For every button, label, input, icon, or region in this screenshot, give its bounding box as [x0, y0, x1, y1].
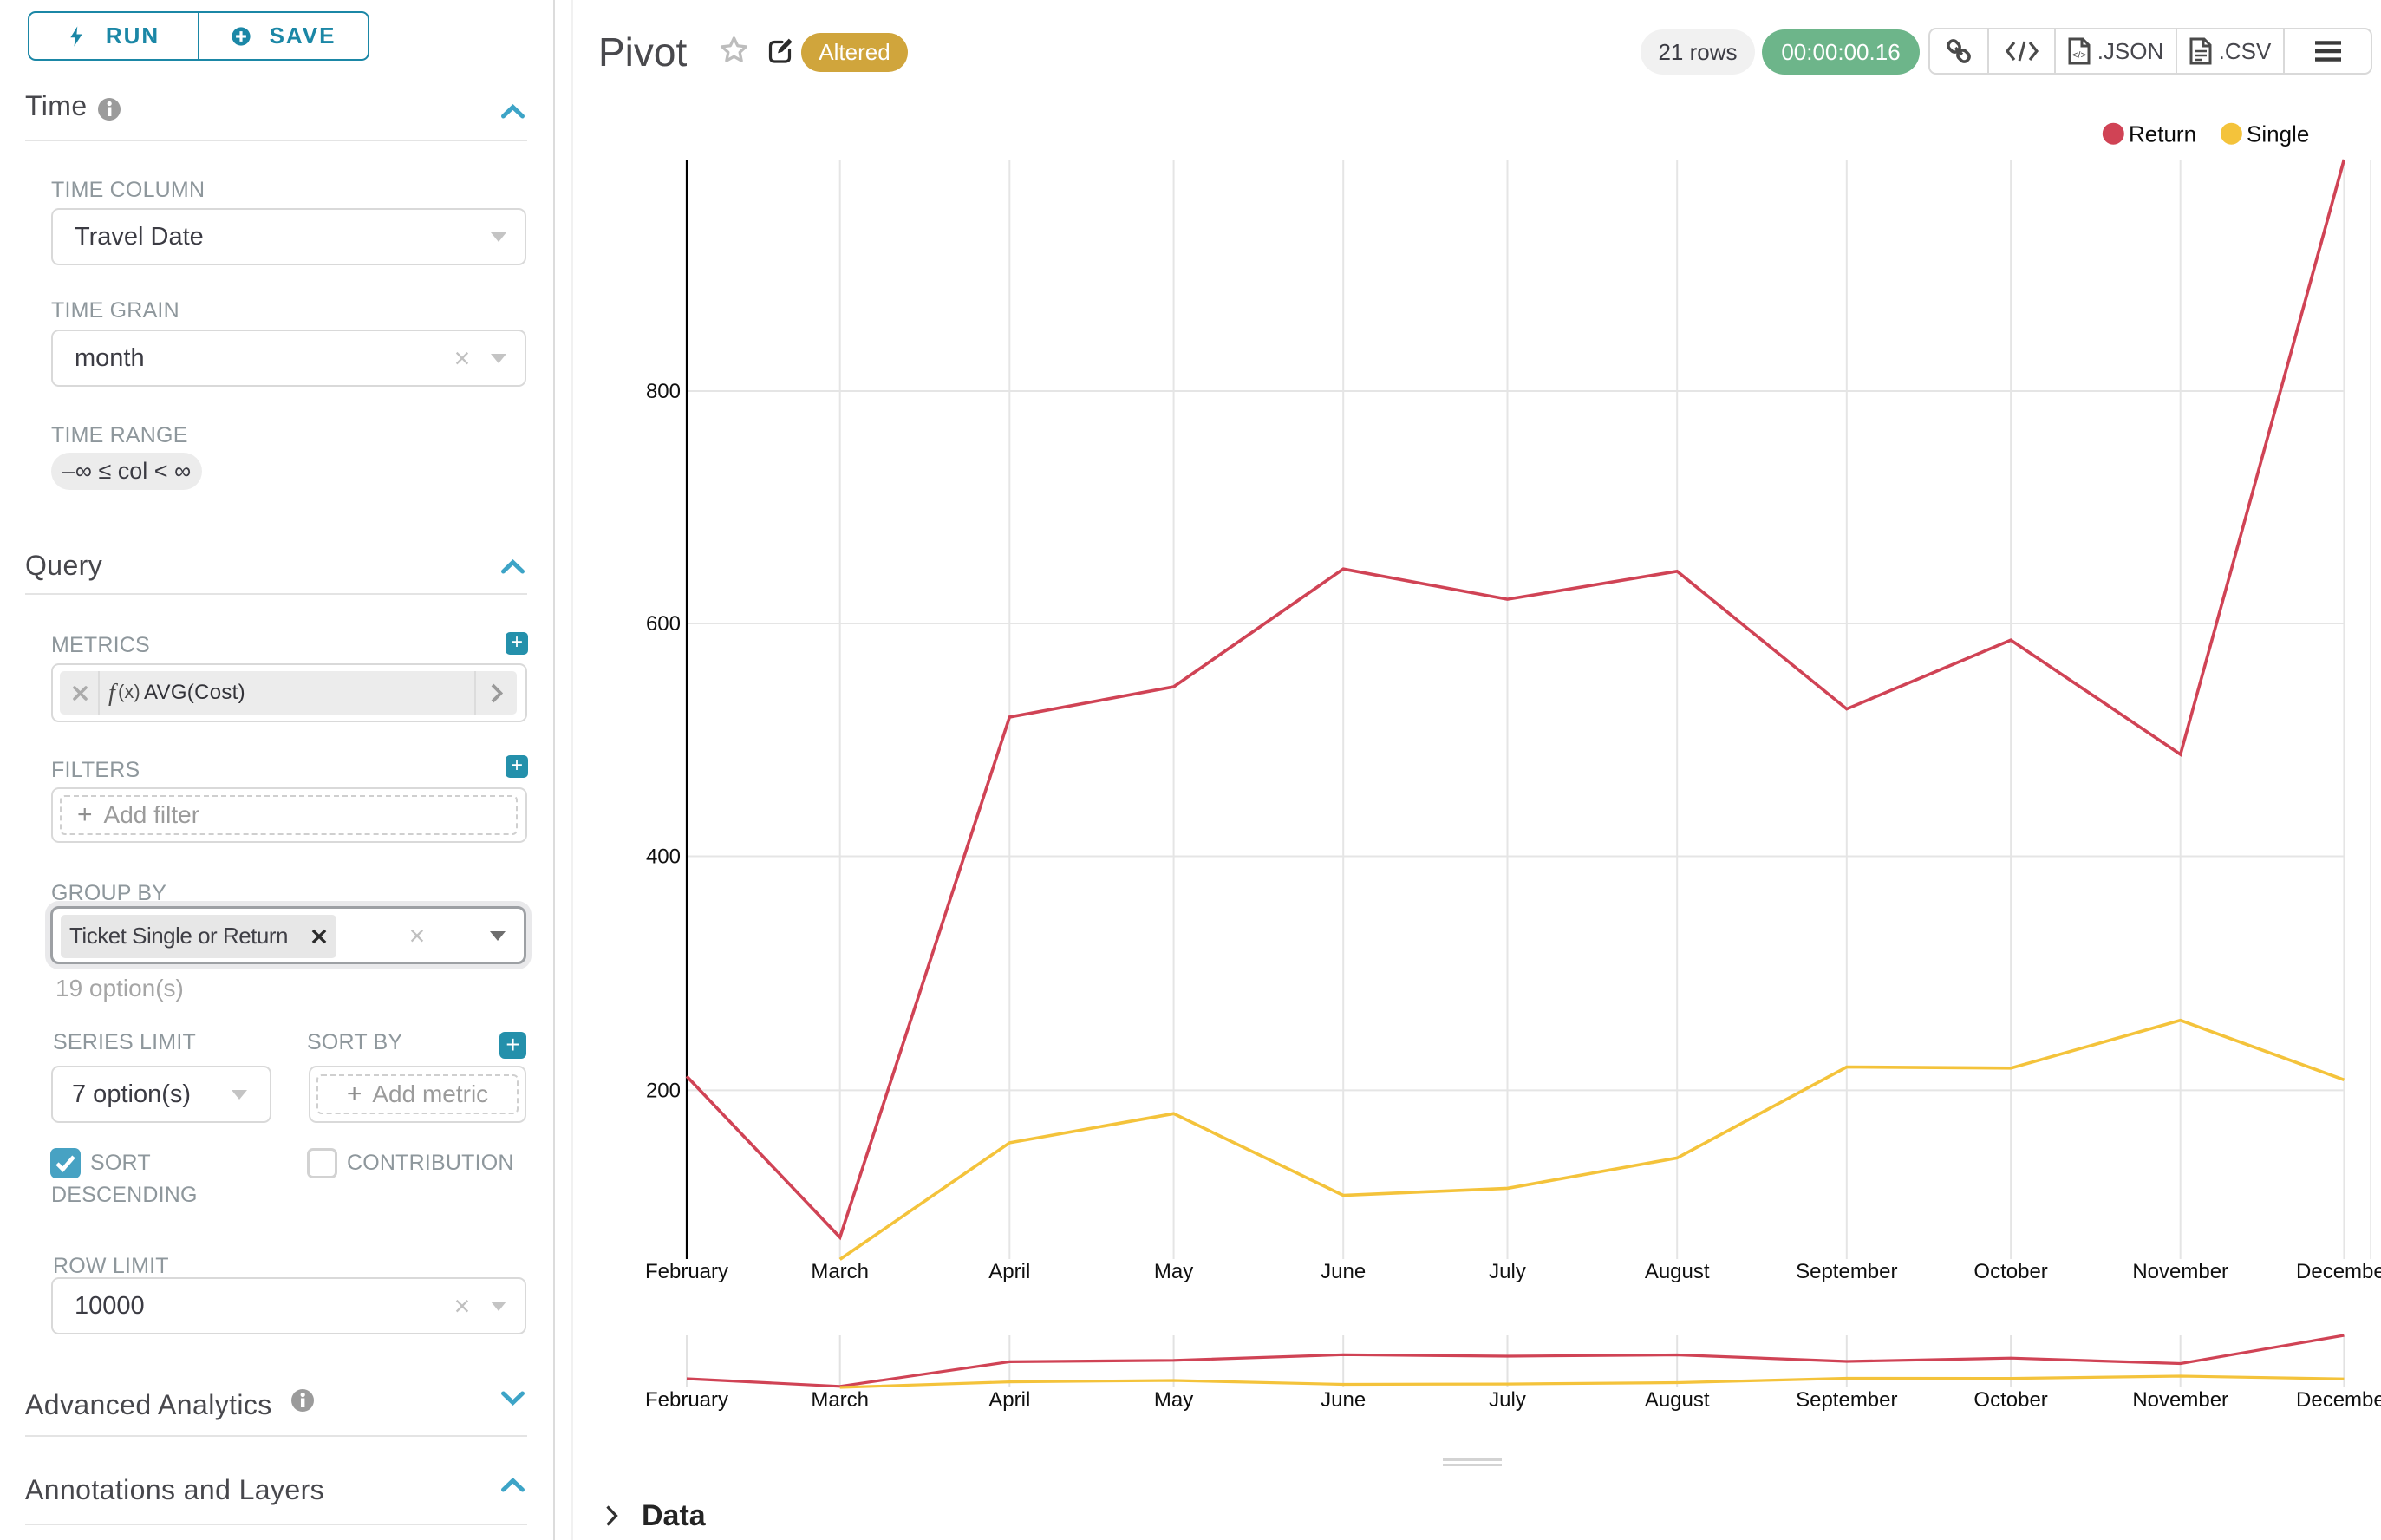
- svg-text:October: October: [1973, 1260, 2047, 1283]
- svg-text:Return: Return: [2129, 121, 2196, 147]
- svg-text:200: 200: [646, 1079, 681, 1102]
- svg-text:February: February: [645, 1260, 728, 1283]
- svg-text:March: March: [811, 1260, 869, 1283]
- svg-text:August: August: [1645, 1260, 1710, 1283]
- svg-text:Single: Single: [2247, 121, 2309, 147]
- svg-text:December: December: [2296, 1260, 2381, 1283]
- svg-text:February: February: [645, 1388, 728, 1412]
- svg-text:October: October: [1973, 1388, 2047, 1412]
- svg-text:May: May: [1154, 1260, 1193, 1283]
- svg-text:400: 400: [646, 845, 681, 869]
- svg-text:September: September: [1796, 1388, 1897, 1412]
- svg-text:November: November: [2132, 1260, 2228, 1283]
- svg-text:600: 600: [646, 612, 681, 636]
- svg-text:July: July: [1489, 1260, 1526, 1283]
- svg-text:September: September: [1796, 1260, 1897, 1283]
- svg-text:June: June: [1321, 1260, 1366, 1283]
- svg-text:December: December: [2296, 1388, 2381, 1412]
- svg-text:June: June: [1321, 1388, 1366, 1412]
- svg-text:800: 800: [646, 380, 681, 403]
- svg-text:April: April: [988, 1260, 1030, 1283]
- svg-text:November: November: [2132, 1388, 2228, 1412]
- svg-text:July: July: [1489, 1388, 1526, 1412]
- svg-text:August: August: [1645, 1388, 1710, 1412]
- svg-text:March: March: [811, 1388, 869, 1412]
- svg-text:</>: </>: [2072, 50, 2086, 61]
- svg-text:April: April: [988, 1388, 1030, 1412]
- svg-text:May: May: [1154, 1388, 1193, 1412]
